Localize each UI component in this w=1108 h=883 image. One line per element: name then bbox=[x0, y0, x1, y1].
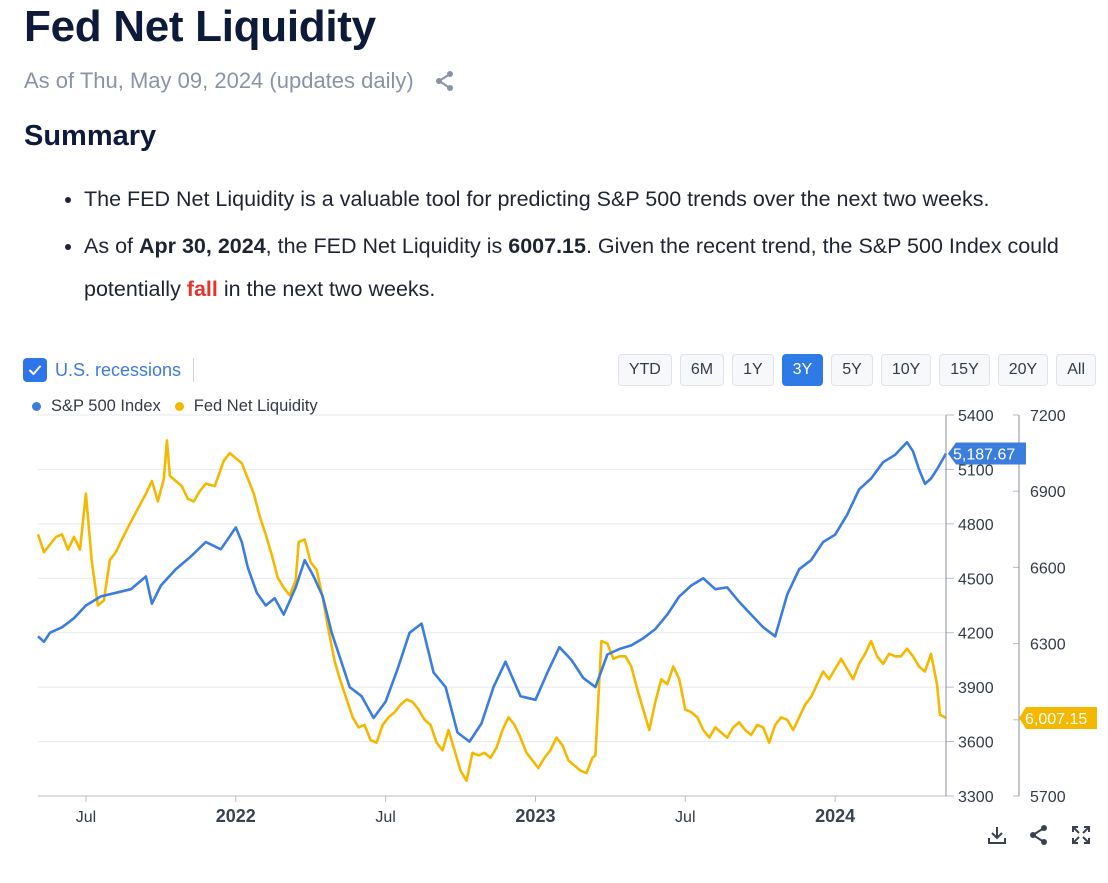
x-tick-label: 2022 bbox=[216, 806, 256, 826]
y-right-tick-label: 6900 bbox=[1030, 484, 1066, 501]
range-button-5y[interactable]: 5Y bbox=[831, 354, 873, 386]
fullscreen-icon[interactable] bbox=[1070, 824, 1092, 846]
y-left-tick-label: 5100 bbox=[958, 462, 994, 479]
summary-bullet-1: The FED Net Liquidity is a valuable tool… bbox=[84, 178, 1108, 221]
legend-item-liquidity[interactable]: Fed Net Liquidity bbox=[174, 397, 318, 416]
sp500-last-value-badge bbox=[948, 442, 1026, 465]
chart-tools bbox=[986, 824, 1092, 846]
liquidity-last-value-badge bbox=[1019, 706, 1097, 729]
summary-list: The FED Net Liquidity is a valuable tool… bbox=[62, 178, 1108, 315]
y-left-tick-label: 4500 bbox=[958, 571, 994, 588]
x-tick-label: 2023 bbox=[515, 806, 555, 826]
x-tick-label: Jul bbox=[675, 809, 695, 826]
sp500-line bbox=[37, 440, 948, 743]
range-button-3y[interactable]: 3Y bbox=[781, 354, 824, 386]
bullet2-post: . Given the recent trend, the S&P 500 In… bbox=[84, 234, 1059, 301]
summary-bullet-2: As of Apr 30, 2024, the FED Net Liquidit… bbox=[84, 225, 1108, 311]
y-left-tick-label: 5400 bbox=[958, 408, 994, 425]
x-tick-label: Jul bbox=[375, 809, 395, 826]
legend-label-sp500: S&P 500 Index bbox=[51, 397, 161, 415]
range-selector: YTD 6M 1Y 3Y 5Y 10Y 15Y 20Y All bbox=[617, 354, 1096, 386]
chart-share-icon[interactable] bbox=[1028, 824, 1050, 846]
chart-series bbox=[36, 439, 948, 783]
share-icon[interactable] bbox=[434, 70, 456, 92]
y-left-tick-label: 4200 bbox=[958, 626, 994, 643]
as-of-date: As of Thu, May 09, 2024 (updates daily) bbox=[24, 68, 456, 94]
range-button-20y[interactable]: 20Y bbox=[997, 354, 1049, 386]
bullet2-pre: As of bbox=[84, 234, 139, 258]
y-left-tick-label: 3300 bbox=[958, 789, 994, 806]
bullet2-value: 6007.15 bbox=[508, 234, 586, 258]
range-button-6m[interactable]: 6M bbox=[679, 354, 725, 386]
legend-dot-liquidity bbox=[174, 402, 184, 411]
as-of-text: As of Thu, May 09, 2024 (updates daily) bbox=[24, 68, 414, 93]
liquidity-last-value: 6,007.15 bbox=[1025, 711, 1087, 728]
y-left-tick-label: 3600 bbox=[958, 735, 994, 752]
toolbar-divider bbox=[193, 358, 195, 382]
y-right-tick-label: 5700 bbox=[1030, 789, 1066, 806]
recessions-label[interactable]: U.S. recessions bbox=[55, 359, 182, 380]
y-left-tick-label: 3900 bbox=[958, 680, 994, 697]
page-title: Fed Net Liquidity bbox=[24, 2, 376, 51]
range-button-1y[interactable]: 1Y bbox=[732, 354, 774, 386]
bullet2-mid: , the FED Net Liquidity is bbox=[265, 234, 509, 258]
y-right-tick-label: 6600 bbox=[1030, 560, 1066, 577]
download-icon[interactable] bbox=[986, 824, 1008, 846]
chart-value-labels: 5,187.67 6,007.15 bbox=[948, 442, 1097, 729]
legend-dot-sp500 bbox=[32, 402, 41, 411]
bullet2-end: in the next two weeks. bbox=[217, 277, 436, 301]
recessions-checkbox[interactable] bbox=[23, 358, 47, 382]
bullet2-date: Apr 30, 2024 bbox=[138, 234, 266, 258]
x-tick-label: 2024 bbox=[815, 806, 855, 826]
range-button-15y[interactable]: 15Y bbox=[939, 354, 990, 386]
chart-gridlines bbox=[38, 414, 946, 797]
range-button-all[interactable]: All bbox=[1056, 354, 1096, 386]
recessions-toggle[interactable]: U.S. recessions bbox=[23, 358, 195, 382]
sp500-last-value: 5,187.67 bbox=[953, 447, 1015, 464]
summary-heading: Summary bbox=[24, 120, 157, 152]
x-tick-label: Jul bbox=[76, 809, 96, 826]
range-button-ytd[interactable]: YTD bbox=[617, 354, 672, 386]
chart-axes: 5400 5100 4800 4500 4200 3900 3600 3300 7200 6900… bbox=[38, 408, 1066, 826]
range-button-10y[interactable]: 10Y bbox=[880, 354, 932, 386]
chart-legend: S&P 500 Index Fed Net Liquidity bbox=[32, 397, 332, 416]
y-right-tick-label: 6300 bbox=[1030, 637, 1066, 654]
fed-liquidity-line bbox=[36, 439, 947, 783]
y-left-tick-label: 4800 bbox=[958, 517, 994, 534]
legend-label-liquidity: Fed Net Liquidity bbox=[193, 397, 318, 415]
fall-word: fall bbox=[186, 277, 218, 301]
y-right-tick-label: 7200 bbox=[1030, 408, 1066, 425]
legend-item-sp500[interactable]: S&P 500 Index bbox=[32, 397, 161, 416]
